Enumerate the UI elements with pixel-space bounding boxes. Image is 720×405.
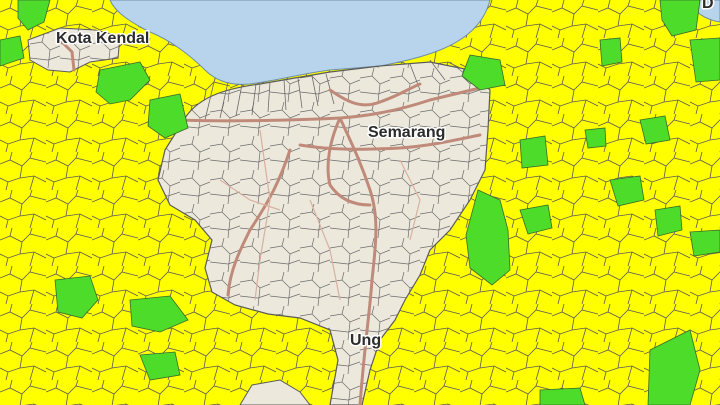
label-corner: D [702,0,714,12]
label-kendal: Kota Kendal [56,30,149,47]
sea-area [109,0,491,85]
kendal-town-area [27,27,121,73]
label-semarang: Semarang [368,124,445,141]
minor-roads [219,129,421,301]
south-grey-area [239,379,311,405]
label-ungaran: Ung [350,332,381,349]
road-network [58,38,482,405]
